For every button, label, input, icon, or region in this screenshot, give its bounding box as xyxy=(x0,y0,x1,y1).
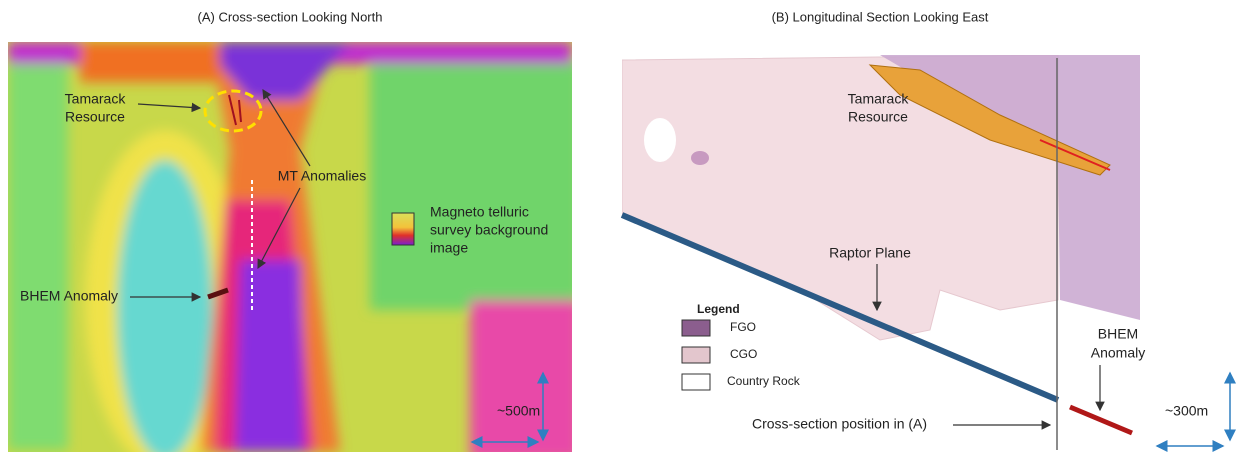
page: {"panel_a": {"title": "(A) Cross-section… xyxy=(0,0,1248,452)
legend-label: Country Rock xyxy=(727,374,801,388)
label: Resource xyxy=(848,109,908,125)
label: Tamarack xyxy=(65,91,127,107)
label: Tamarack xyxy=(848,91,910,107)
figure: (A) Cross-section Looking North Tamarack… xyxy=(0,0,1248,452)
legend-title: Legend xyxy=(697,302,740,316)
bhem-mark xyxy=(1070,407,1132,433)
label: MT Anomalies xyxy=(278,168,366,184)
fgo-body xyxy=(691,151,709,165)
green-zone xyxy=(370,60,580,310)
label: Raptor Plane xyxy=(829,245,911,261)
label: image xyxy=(430,240,468,256)
magenta-zone xyxy=(470,300,580,452)
label: BHEM xyxy=(1098,326,1138,342)
orange-top xyxy=(80,42,220,82)
body: (A) Cross-section Looking North Tamarack… xyxy=(0,0,1248,452)
cgo-body xyxy=(1025,237,1055,263)
legend-label: CGO xyxy=(730,347,757,361)
colorbar xyxy=(392,213,414,245)
label: survey background xyxy=(430,222,548,238)
gap xyxy=(644,118,676,162)
cyan-zone xyxy=(117,160,213,452)
legend-swatch xyxy=(682,320,710,336)
legend-swatch xyxy=(682,347,710,363)
panel-title: (B) Longitudinal Section Looking East xyxy=(772,9,989,24)
label: Cross-section position in (A) xyxy=(752,416,927,432)
label: Anomaly xyxy=(1091,345,1145,361)
label: BHEM Anomaly xyxy=(20,288,118,304)
legend-label: FGO xyxy=(730,320,756,334)
label: Magneto telluric xyxy=(430,204,529,220)
scale-label: ~500m xyxy=(497,403,540,419)
panel-title: (A) Cross-section Looking North xyxy=(198,9,383,24)
purple-zone xyxy=(235,260,305,452)
cgo-body xyxy=(855,265,935,335)
scale-label: ~300m xyxy=(1165,403,1208,419)
legend-swatch xyxy=(682,374,710,390)
label: Resource xyxy=(65,109,125,125)
green-zone xyxy=(8,60,68,450)
